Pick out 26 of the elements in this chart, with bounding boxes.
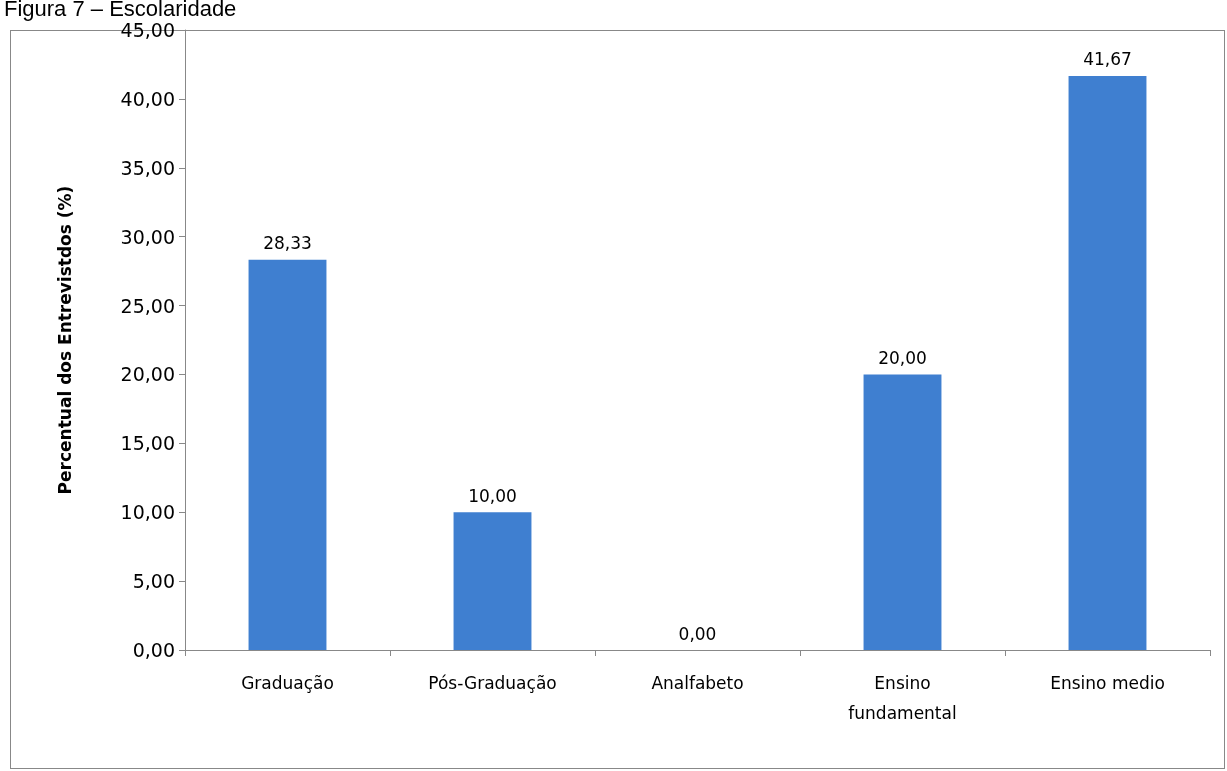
x-tick-label: Graduação bbox=[241, 673, 334, 693]
bar bbox=[863, 374, 942, 650]
x-tick-label: Analfabeto bbox=[651, 673, 744, 693]
data-label: 10,00 bbox=[468, 485, 517, 506]
data-label: 28,33 bbox=[263, 233, 312, 254]
y-tick-label: 5,00 bbox=[132, 570, 175, 593]
y-tick-label: 20,00 bbox=[120, 363, 175, 386]
x-tick-label: Pós-Graduação bbox=[428, 673, 557, 693]
data-label: 0,00 bbox=[678, 623, 717, 644]
x-tick-label: Ensino fundamental bbox=[848, 673, 957, 723]
bar bbox=[1068, 75, 1147, 650]
bar bbox=[453, 512, 532, 650]
x-tick-label: Ensino medio bbox=[1050, 673, 1165, 693]
bar bbox=[248, 259, 327, 650]
y-tick-label: 10,00 bbox=[120, 501, 175, 524]
y-tick-label: 30,00 bbox=[120, 225, 175, 248]
y-tick-label: 0,00 bbox=[132, 639, 175, 661]
chart-title: Figura 7 – Escolaridade bbox=[4, 0, 237, 22]
y-tick-label: 35,00 bbox=[120, 156, 175, 179]
y-tick-label: 15,00 bbox=[120, 432, 175, 455]
data-label: 20,00 bbox=[878, 347, 927, 368]
y-tick-label: 25,00 bbox=[120, 294, 175, 317]
y-axis-title: Percentual dos Entrevistdos (%) bbox=[54, 185, 75, 495]
y-tick-label: 45,00 bbox=[120, 19, 175, 41]
y-tick-label: 40,00 bbox=[120, 87, 175, 110]
data-label: 41,67 bbox=[1083, 49, 1132, 70]
